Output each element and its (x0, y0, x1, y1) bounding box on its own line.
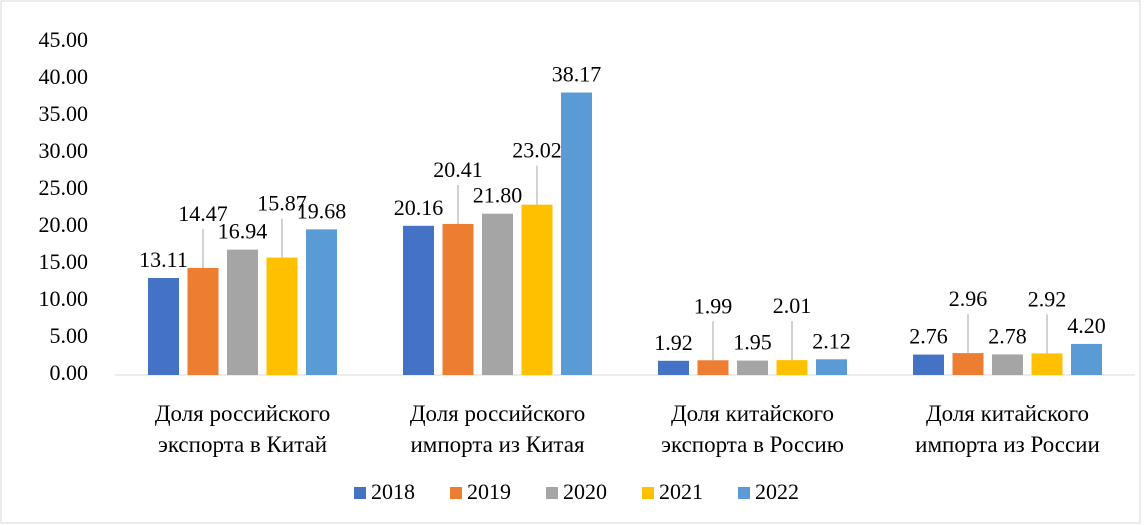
data-label: 20.16 (394, 195, 444, 220)
bar (1071, 343, 1102, 375)
bar (403, 225, 434, 375)
legend-swatch (354, 487, 366, 499)
y-tick-label: 25.00 (39, 175, 89, 200)
data-label: 15.87 (257, 191, 307, 216)
bar (148, 277, 179, 375)
data-label: 2.78 (988, 323, 1027, 348)
bar (737, 360, 768, 375)
legend-label: 2021 (659, 479, 703, 504)
y-tick-label: 35.00 (39, 101, 89, 126)
bar (442, 223, 474, 375)
bar (952, 353, 984, 375)
data-label: 2.76 (909, 324, 948, 349)
legend-label: 2018 (371, 479, 415, 504)
legend-label: 2022 (755, 479, 799, 504)
data-label: 4.20 (1067, 313, 1106, 338)
bar (227, 249, 258, 375)
data-label: 16.94 (218, 219, 268, 244)
data-label: 19.68 (297, 198, 347, 223)
data-label: 1.99 (694, 293, 733, 318)
legend-swatch (738, 487, 750, 499)
y-tick-label: 5.00 (50, 323, 89, 348)
data-label: 21.80 (473, 183, 523, 208)
bar (816, 359, 847, 375)
x-tick-label: Доля российского экспорта в Китай (154, 401, 331, 457)
bar (482, 213, 513, 375)
data-label: 1.92 (654, 330, 693, 355)
data-label: 38.17 (552, 62, 602, 87)
bar (187, 267, 219, 375)
bar (306, 229, 337, 375)
x-tick-label: Доля китайского импорта из России (915, 401, 1100, 457)
bar (266, 257, 298, 375)
y-tick-label: 45.00 (39, 27, 89, 52)
bar (776, 360, 808, 375)
x-tick-label: Доля российского импорта из Китая (409, 401, 586, 457)
legend-label: 2020 (563, 479, 607, 504)
data-label: 2.01 (773, 293, 812, 318)
data-label: 1.95 (733, 330, 772, 355)
y-tick-label: 0.00 (50, 360, 89, 385)
legend-swatch (450, 487, 462, 499)
bar (561, 92, 592, 376)
data-label: 2.92 (1028, 286, 1067, 311)
data-label: 14.47 (178, 201, 228, 226)
legend-label: 2019 (467, 479, 511, 504)
legend-swatch (546, 487, 558, 499)
data-label: 23.02 (512, 138, 562, 163)
y-tick-label: 10.00 (39, 286, 89, 311)
x-tick-label: Доля китайского экспорта в Россию (661, 401, 844, 457)
data-label: 20.41 (433, 157, 483, 182)
bar (1031, 353, 1063, 375)
y-tick-label: 20.00 (39, 212, 89, 237)
bar (521, 204, 553, 375)
y-tick-label: 15.00 (39, 249, 89, 274)
bar (992, 354, 1023, 375)
bar (913, 354, 944, 375)
data-label: 2.12 (812, 328, 851, 353)
y-tick-label: 40.00 (39, 64, 89, 89)
y-tick-label: 30.00 (39, 138, 89, 163)
legend-swatch (642, 487, 654, 499)
bar (697, 360, 729, 375)
bar (658, 360, 689, 375)
data-label: 2.96 (949, 286, 988, 311)
data-label: 13.11 (139, 247, 188, 272)
